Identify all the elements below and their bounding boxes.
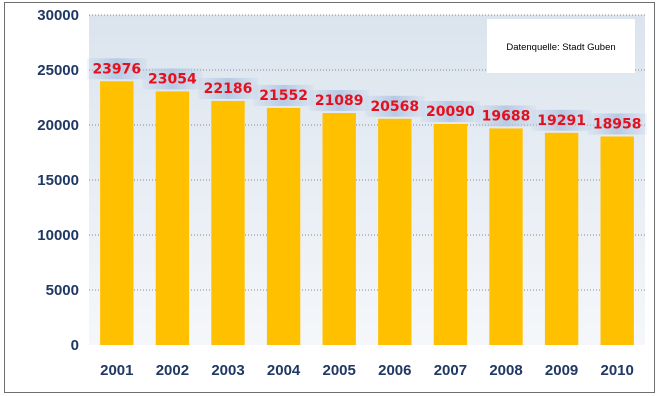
data-label-band bbox=[86, 58, 147, 80]
chart-frame: 0 5000 10000 15000 20000 25000 30000 23976 2305… bbox=[4, 2, 655, 393]
y-tick-label: 10000 bbox=[37, 227, 79, 244]
x-tick-label: 2005 bbox=[323, 362, 356, 379]
y-tick-label: 30000 bbox=[37, 7, 79, 24]
data-label-band bbox=[142, 68, 203, 90]
data-label: 20090 bbox=[426, 104, 475, 120]
x-tick-label: 2001 bbox=[100, 362, 133, 379]
data-label: 20568 bbox=[370, 99, 419, 115]
data-label: 18958 bbox=[593, 116, 642, 132]
bar bbox=[211, 100, 245, 345]
bar bbox=[489, 128, 523, 345]
data-label-band bbox=[253, 84, 314, 106]
y-tick-label: 20000 bbox=[37, 117, 79, 134]
bar bbox=[433, 124, 468, 345]
bar bbox=[322, 113, 356, 346]
x-tick-label: 2004 bbox=[267, 362, 301, 379]
x-tick-label: 2007 bbox=[434, 362, 467, 379]
bars bbox=[100, 81, 634, 346]
data-label-band bbox=[420, 101, 481, 123]
bar bbox=[544, 132, 579, 345]
label-bands bbox=[86, 58, 648, 135]
source-annotation: Datenquelle: Stadt Guben bbox=[506, 42, 615, 53]
data-label-band bbox=[309, 90, 370, 112]
data-label: 21552 bbox=[259, 88, 308, 104]
bar-chart: 0 5000 10000 15000 20000 25000 30000 23976 2305… bbox=[37, 7, 648, 379]
y-tick-label: 5000 bbox=[46, 282, 79, 299]
data-label: 21089 bbox=[315, 93, 364, 109]
source-box bbox=[487, 19, 635, 73]
bar bbox=[378, 118, 412, 345]
x-tick-label: 2010 bbox=[601, 362, 634, 379]
x-tick-label: 2003 bbox=[211, 362, 244, 379]
data-label: 19291 bbox=[537, 113, 586, 129]
y-tick-label: 0 bbox=[71, 337, 79, 354]
bar bbox=[155, 91, 190, 345]
x-axis-ticks: 2001 2002 2003 2004 2005 2006 2007 2008 2009 2010 bbox=[100, 362, 634, 379]
data-label-band bbox=[531, 109, 592, 131]
x-tick-label: 2009 bbox=[545, 362, 578, 379]
y-tick-label: 25000 bbox=[37, 62, 79, 79]
bar bbox=[266, 107, 301, 345]
data-label: 22186 bbox=[204, 81, 253, 97]
bar bbox=[100, 81, 134, 345]
data-label-band bbox=[587, 113, 648, 135]
y-axis-ticks: 0 5000 10000 15000 20000 25000 30000 bbox=[37, 7, 79, 354]
data-labels: 23976 23054 22186 21552 21089 20568 20090 19688… bbox=[92, 61, 641, 132]
data-label-band bbox=[198, 77, 258, 99]
data-label: 19688 bbox=[482, 108, 531, 124]
x-tick-label: 2002 bbox=[156, 362, 189, 379]
bar bbox=[600, 136, 634, 345]
data-label: 23054 bbox=[148, 71, 197, 87]
x-tick-label: 2006 bbox=[378, 362, 411, 379]
data-label-band bbox=[364, 95, 425, 117]
x-tick-label: 2008 bbox=[489, 362, 522, 379]
data-label: 23976 bbox=[92, 61, 141, 77]
data-label-band bbox=[476, 105, 536, 127]
y-tick-label: 15000 bbox=[37, 172, 79, 189]
